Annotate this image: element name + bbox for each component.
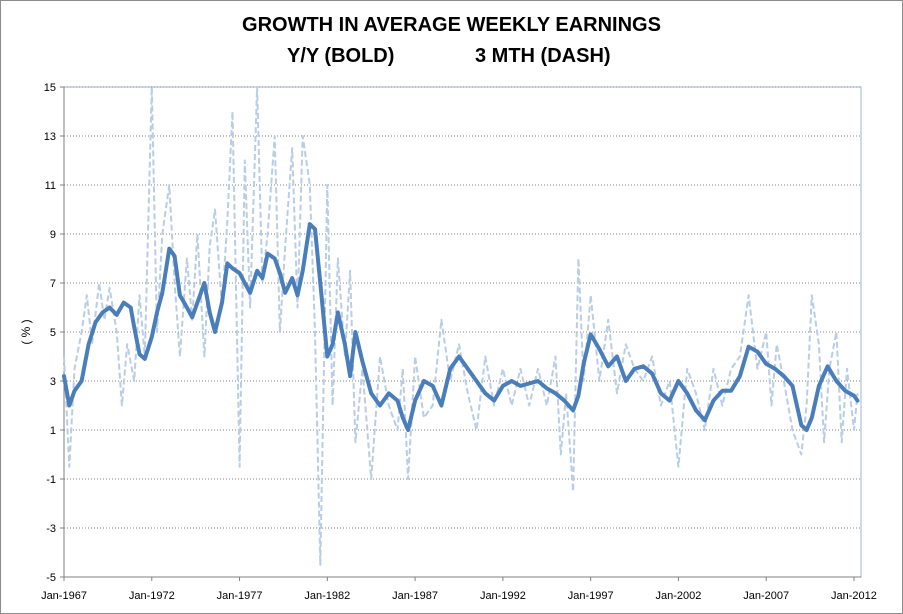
y-tick-label: 1 (50, 425, 56, 437)
series-yy-line (62, 222, 860, 432)
y-tick-label: 9 (50, 229, 56, 241)
x-axis-ticks: Jan-1967 Jan-1972 Jan-1977 Jan-1982 Jan-1987… (41, 576, 877, 602)
x-tick-label: Jan-1987 (392, 590, 438, 602)
y-tick-label: 7 (50, 278, 56, 290)
x-tick-label: Jan-1967 (41, 590, 87, 602)
subtitle-3mth: 3 MTH (DASH) (475, 45, 611, 67)
x-tick-label: Jan-2002 (655, 590, 701, 602)
y-axis-ticks: 15 13 11 9 7 5 3 1 -1 -3 -5 (44, 82, 65, 584)
y-tick-label: -1 (46, 474, 56, 486)
y-tick-label: -5 (46, 572, 56, 584)
subtitle-yy: Y/Y (BOLD) (287, 45, 395, 67)
y-tick-label: 3 (50, 376, 56, 388)
y-tick-label: -3 (46, 523, 56, 535)
x-tick-label: Jan-1982 (304, 590, 350, 602)
series-lines (62, 86, 860, 566)
x-tick-label: Jan-1977 (217, 590, 263, 602)
plot-area (63, 86, 862, 578)
y-axis-label: ( % ) (19, 319, 33, 344)
chart-title: GROWTH IN AVERAGE WEEKLY EARNINGS (242, 14, 661, 36)
y-tick-label: 13 (44, 131, 56, 143)
y-tick-label: 11 (45, 180, 56, 192)
x-tick-label: Jan-1997 (568, 590, 614, 602)
x-tick-label: Jan-2012 (831, 590, 877, 602)
x-tick-label: Jan-1972 (129, 590, 175, 602)
x-tick-label: Jan-2007 (743, 590, 789, 602)
y-tick-label: 5 (50, 327, 56, 339)
y-tick-label: 15 (44, 82, 56, 94)
x-tick-label: Jan-1992 (480, 590, 526, 602)
